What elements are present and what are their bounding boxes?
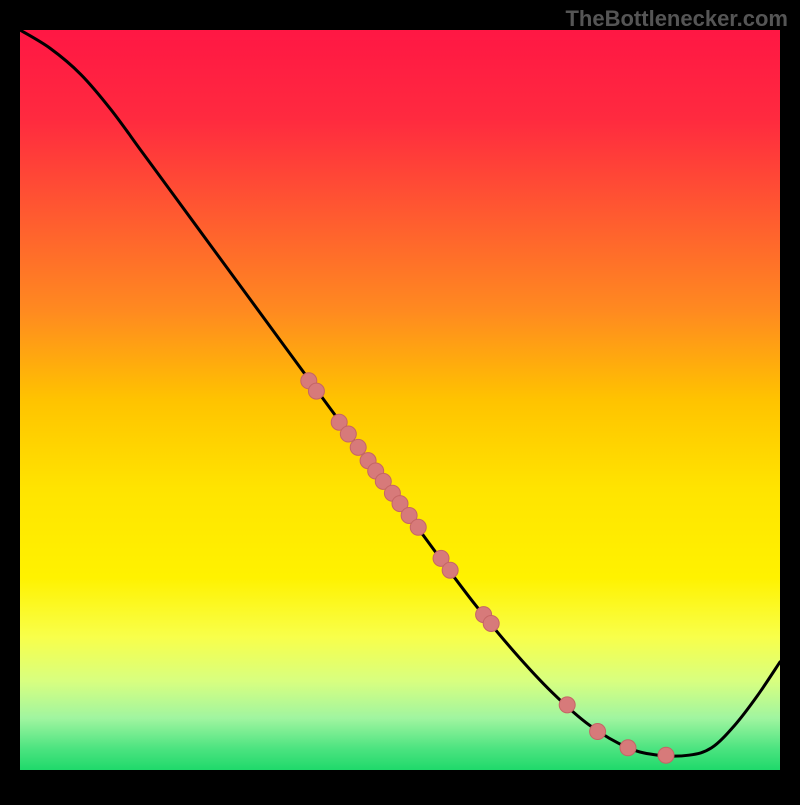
data-marker [559,697,575,713]
data-marker [410,519,426,535]
data-marker [483,615,499,631]
data-marker [308,383,324,399]
data-marker [658,747,674,763]
watermark-text: TheBottlenecker.com [565,6,788,32]
data-marker [350,439,366,455]
data-marker [340,426,356,442]
data-marker [442,562,458,578]
chart-container: TheBottlenecker.com [0,0,800,800]
data-marker [620,740,636,756]
chart-svg [0,0,800,800]
data-marker [590,724,606,740]
